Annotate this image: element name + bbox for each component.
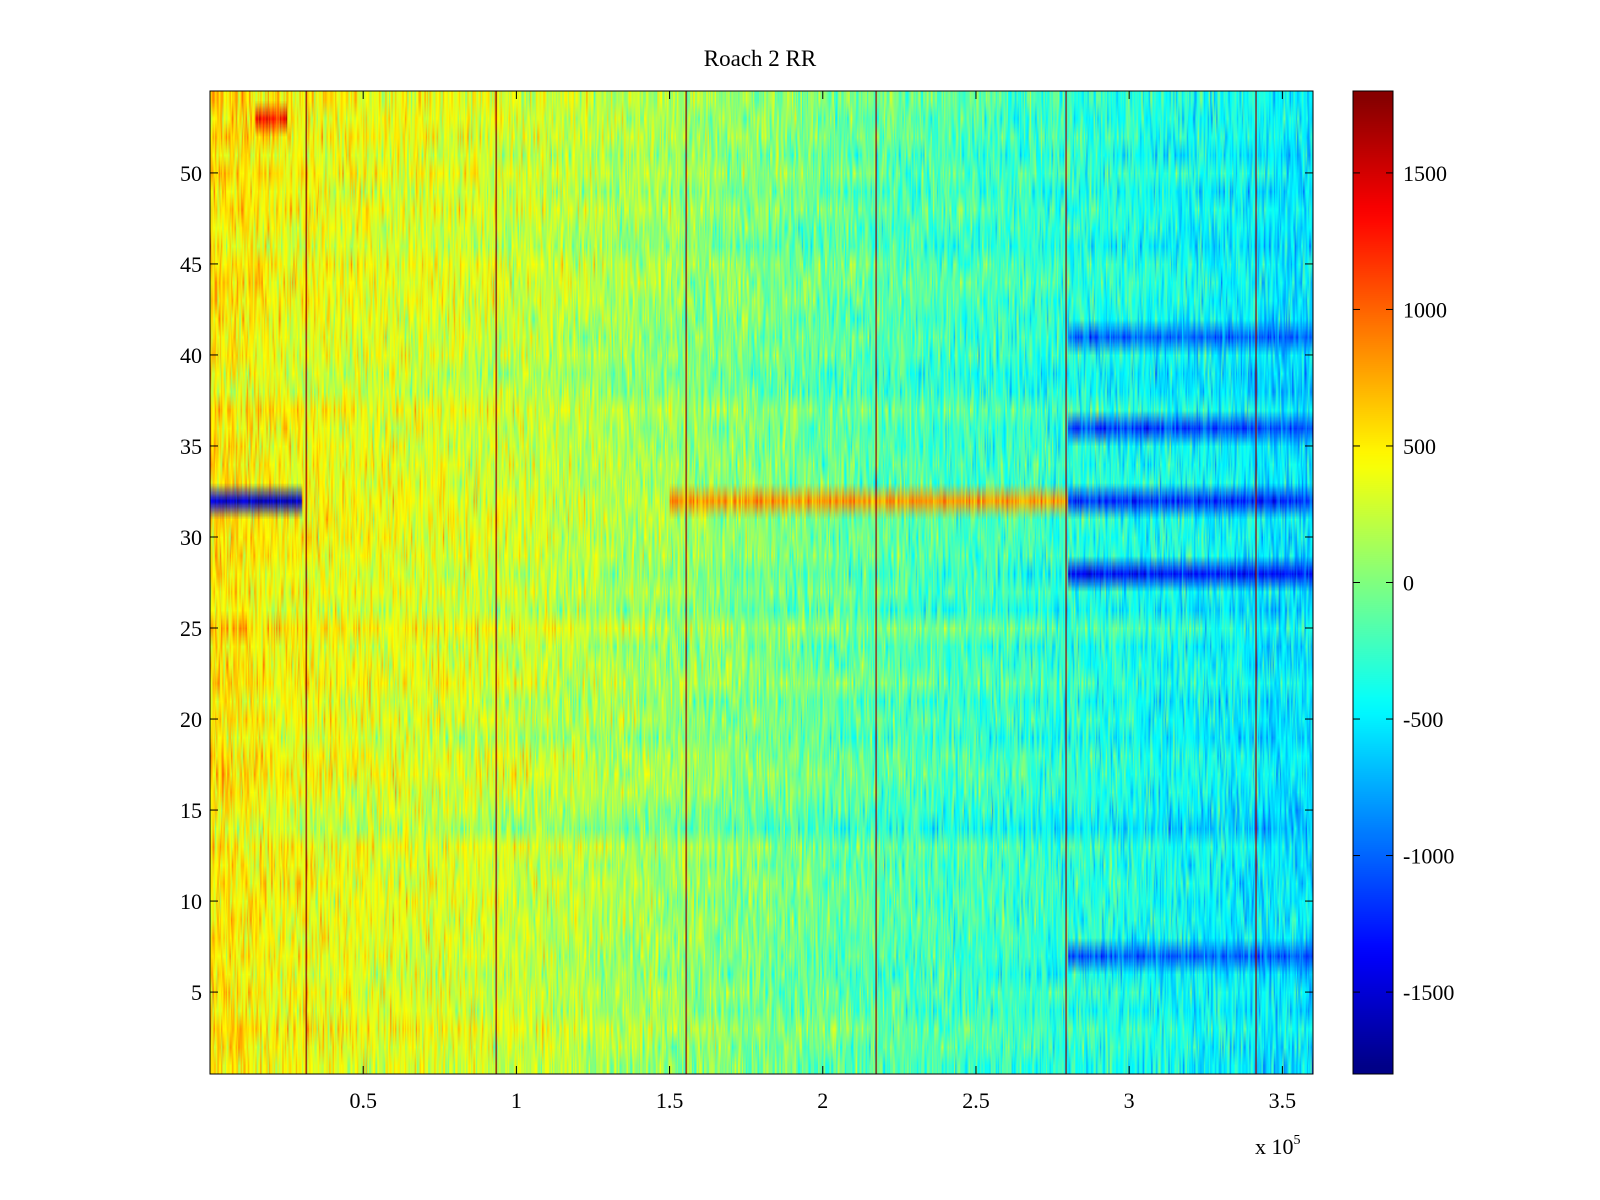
x-tick-label: 2: [817, 1088, 828, 1113]
colorbar-ticks: 1500 1000 500 0 -500 -1000 -1500: [1353, 161, 1454, 1005]
x-tick-label: 3.5: [1269, 1088, 1297, 1113]
y-tick-label: 15: [180, 798, 202, 823]
y-tick-label: 35: [180, 434, 202, 459]
colorbar-tick-label: -500: [1403, 707, 1443, 732]
plot-frame: [209, 90, 1314, 1075]
x-tick-label: 0.5: [349, 1088, 377, 1113]
colorbar-tick-label: -1000: [1403, 844, 1454, 869]
plot-area: [209, 90, 1314, 1075]
y-tick-label: 10: [180, 889, 202, 914]
x-exponent-base: x 10: [1255, 1134, 1294, 1159]
y-axis: 5 10 15 20 25 30 35 40 45 50: [180, 161, 1313, 1005]
x-tick-label: 1: [511, 1088, 522, 1113]
heatmap-image: [210, 91, 1313, 1074]
colorbar-tick-label: -1500: [1403, 980, 1454, 1005]
colorbar-tick-label: 500: [1403, 434, 1436, 459]
colorbar-tick-label: 1000: [1403, 297, 1447, 322]
x-axis: 0.5 1 1.5 2 2.5 3 3.5: [349, 91, 1296, 1113]
colorbar-tick-label: 0: [1403, 571, 1414, 596]
y-tick-label: 20: [180, 707, 202, 732]
x-exponent-power: 5: [1294, 1133, 1301, 1148]
x-tick-label: 3: [1124, 1088, 1135, 1113]
y-tick-label: 40: [180, 343, 202, 368]
x-tick-label: 1.5: [656, 1088, 684, 1113]
x-exponent-label: x 105: [1255, 1133, 1301, 1159]
y-tick-label: 5: [191, 980, 202, 1005]
y-tick-label: 25: [180, 616, 202, 641]
chart-title: Roach 2 RR: [704, 46, 817, 71]
colorbar-tick-label: 1500: [1403, 161, 1447, 186]
x-tick-label: 2.5: [962, 1088, 990, 1113]
colorbar: 1500 1000 500 0 -500 -1000 -1500: [1352, 90, 1454, 1075]
y-tick-label: 30: [180, 525, 202, 550]
y-tick-label: 50: [180, 161, 202, 186]
y-tick-label: 45: [180, 252, 202, 277]
